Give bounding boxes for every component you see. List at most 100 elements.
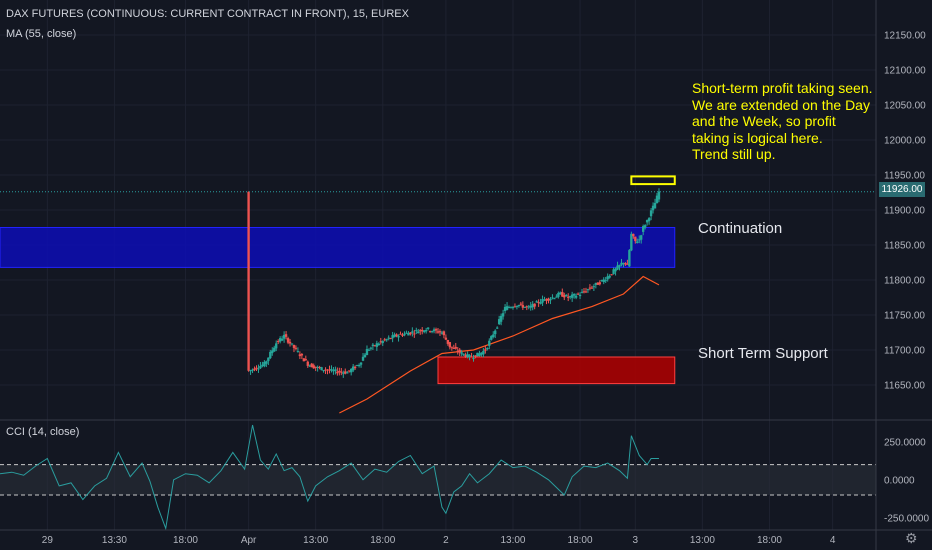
candle-body [525,306,528,308]
candle-body [464,354,467,357]
candle-body [462,353,465,355]
candle-body [322,370,325,372]
price-tick-label: 11900.00 [884,206,925,217]
ma-series-line [339,275,660,414]
candle-body [602,279,605,283]
candle-body [634,236,637,242]
candle-body [628,250,631,267]
candle-body [278,338,282,342]
candle-body [381,340,384,344]
candle-body [563,295,566,298]
time-tick-label: 18:00 [568,535,593,546]
candle-body [490,336,493,340]
candle-body [533,303,536,307]
candle-body [488,340,491,346]
candle-body [421,329,424,332]
candle-body [501,313,505,317]
candle-body [391,335,394,339]
candle-body [620,262,623,265]
candle-body [403,333,406,336]
candle-body [247,191,250,371]
candle-body [397,335,400,338]
candle-body [424,330,428,332]
candle-body [574,295,578,298]
candle-body [509,307,513,309]
candle-body [415,330,418,332]
price-tick-label: 11800.00 [884,276,925,287]
candle-body [586,289,590,291]
candle-body [314,366,317,368]
price-tick-label: 12100.00 [884,66,926,77]
time-tick-label: 2 [443,535,449,546]
candle-body [336,371,339,374]
candle-body [288,341,292,344]
candle-body [344,371,347,374]
candle-body [369,347,373,349]
candle-body [492,334,495,338]
candle-body [570,294,574,298]
time-tick-label: 4 [830,535,836,546]
note-line: We are extended on the Day [692,96,870,113]
candle-body [497,319,501,325]
candle-body [292,344,296,348]
candle-body [608,275,611,278]
candle-body [275,343,278,349]
note-line: Trend still up. [692,146,776,162]
candle-body [405,332,408,334]
candle-body [302,358,306,362]
candle-body [387,337,390,339]
candle-body [448,342,452,348]
candle-body [606,276,609,280]
candle-body [551,297,554,299]
candle-body [411,331,414,333]
candle-body [543,299,546,301]
time-tick-label: 29 [42,535,54,546]
candle-body [324,369,327,371]
price-tick-label: 11700.00 [884,346,925,357]
candle-body [353,366,357,369]
candle-body [277,341,280,343]
candle-body [507,307,511,309]
time-tick-label: 13:00 [690,535,715,546]
candle-body [330,369,333,371]
candle-body [346,372,349,374]
candle-body [590,287,594,289]
candle-body [383,339,386,341]
candle-body [261,364,264,367]
candle-body [419,330,422,332]
candle-body [257,368,260,370]
price-tick-label: 11750.00 [884,311,925,322]
candle-body [407,332,410,336]
candle-body [316,366,319,368]
gear-icon[interactable]: ⚙ [905,530,918,546]
candle-body [269,351,272,359]
candle-body [496,327,499,329]
candle-body [482,350,485,355]
candle-body [511,307,515,309]
price-tick-label: 12050.00 [884,101,926,112]
candle-body [294,347,298,349]
candle-body [486,347,489,350]
cci-series-line [0,424,659,531]
candle-body [549,298,552,301]
candle-body [320,367,323,371]
candle-body [612,269,615,274]
candle-body [436,331,440,333]
candle-body [539,302,542,304]
candle-body [557,293,560,297]
candle-body [393,334,396,338]
candle-body [306,361,309,366]
candle-body [280,338,284,341]
candle-body [340,371,343,373]
candle-body [527,306,530,308]
candle-body [624,262,627,265]
candle-body [643,225,647,228]
candle-body [351,366,355,371]
candle-body [636,241,639,244]
candle-body [371,344,375,347]
candle-body [480,352,483,355]
ma-line [339,275,660,414]
candle-body [582,291,586,293]
candle-body [519,303,523,305]
